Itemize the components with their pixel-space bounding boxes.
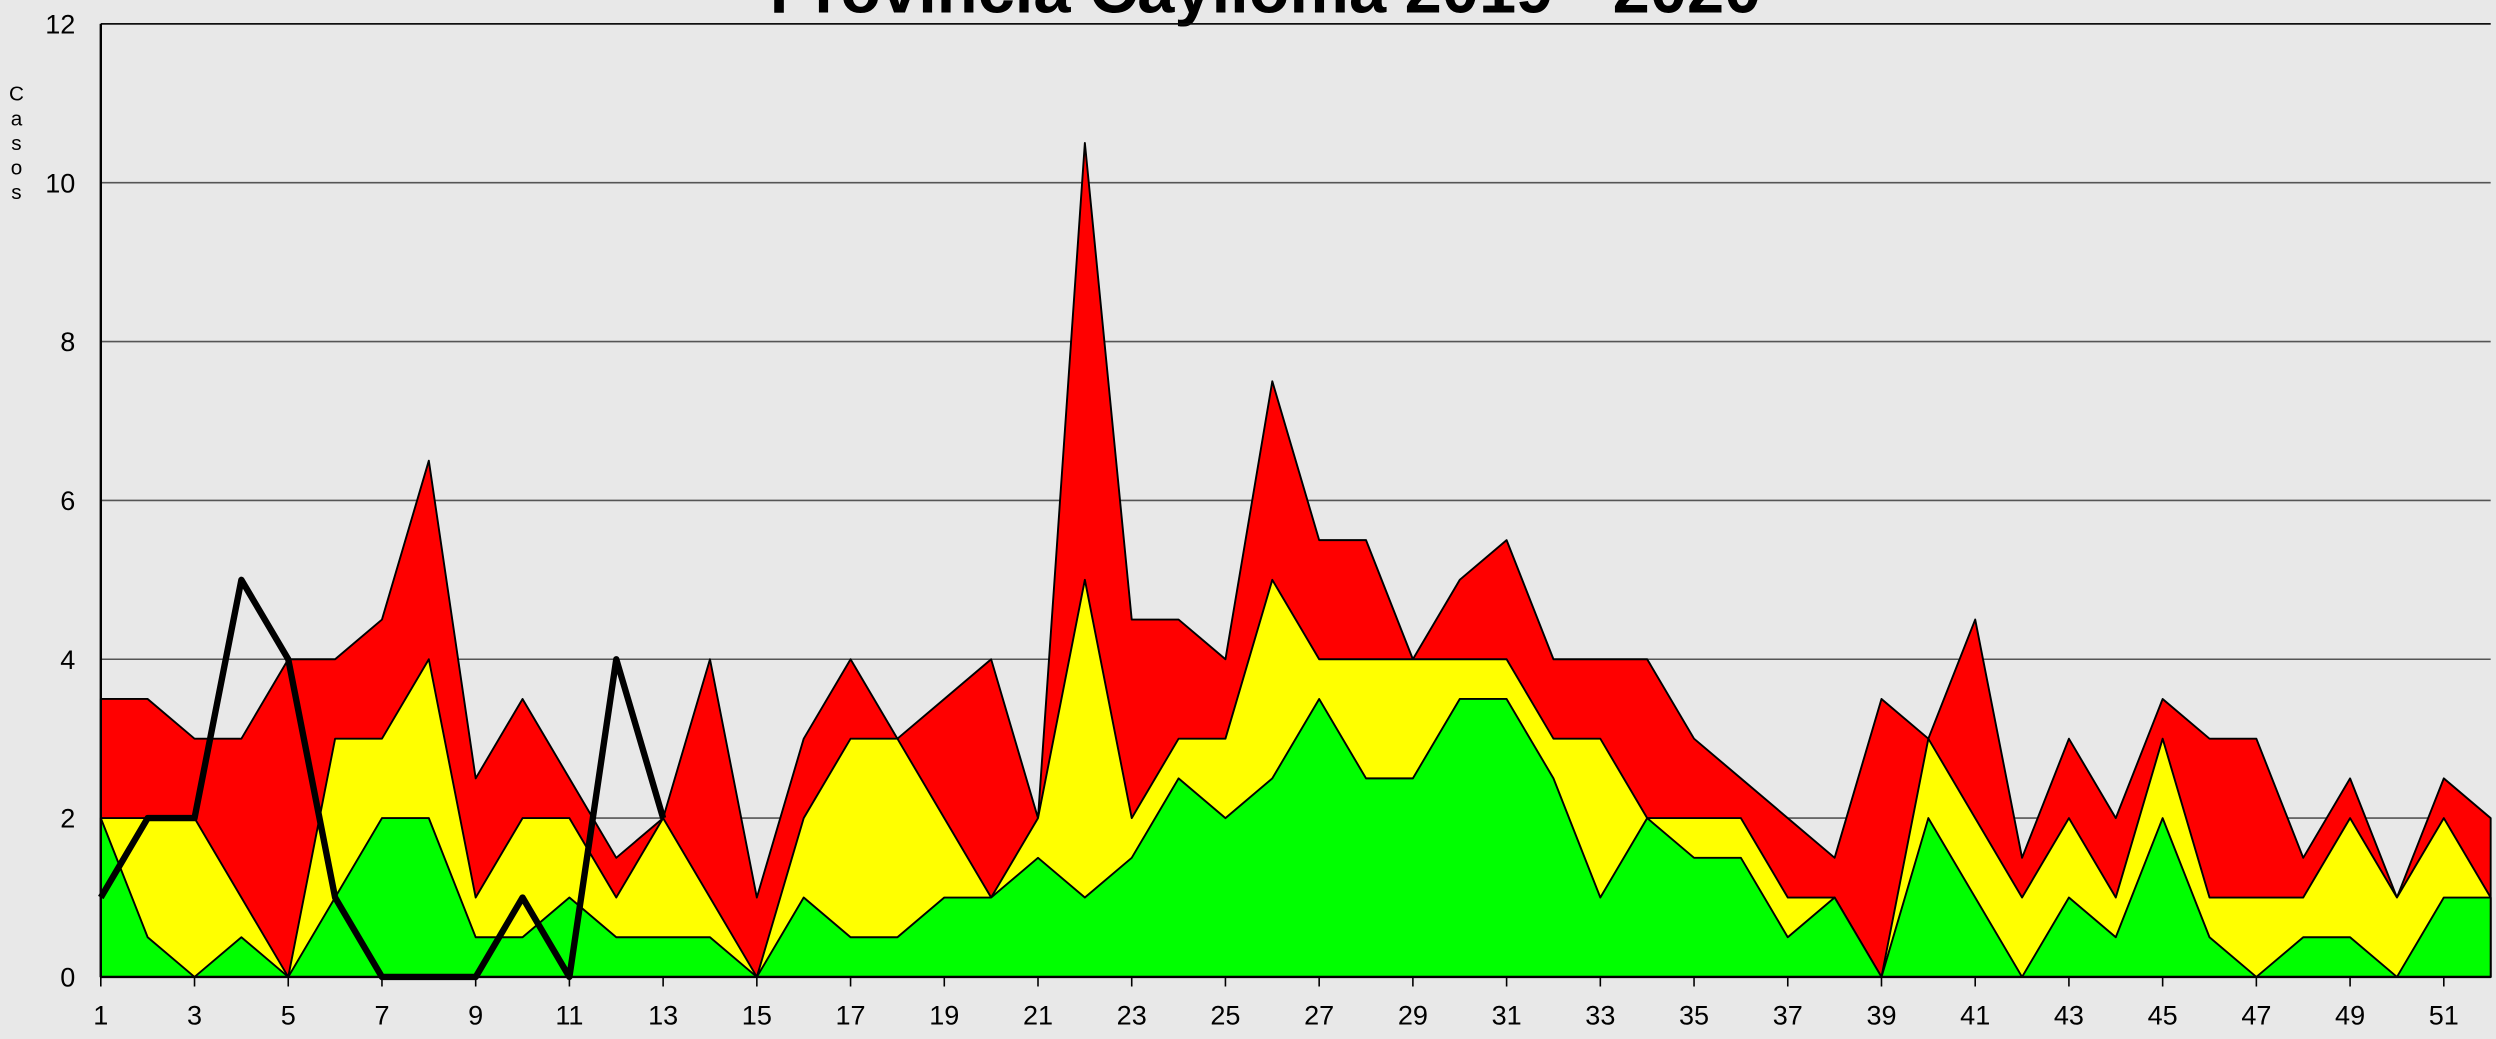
- x-tick-label: 3: [187, 1001, 202, 1031]
- x-tick-label: 1: [93, 1001, 108, 1031]
- x-tick-label: 31: [1492, 1001, 1522, 1031]
- x-tick-label: 23: [1117, 1001, 1147, 1031]
- x-tick-label: 9: [468, 1001, 483, 1031]
- x-tick-label: 25: [1210, 1001, 1240, 1031]
- y-tick-label: 0: [60, 962, 75, 992]
- y-tick-label: 8: [60, 327, 75, 357]
- x-tick-label: 51: [2429, 1001, 2459, 1031]
- x-tick-label: 21: [1023, 1001, 1053, 1031]
- y-tick-label: 2: [60, 804, 75, 834]
- x-tick-label: 11: [555, 1001, 583, 1031]
- x-tick-label: 13: [648, 1001, 678, 1031]
- x-tick-label: 33: [1585, 1001, 1615, 1031]
- x-tick-label: 29: [1398, 1001, 1428, 1031]
- area: [99, 698, 2492, 978]
- x-tick-label: 45: [2148, 1001, 2178, 1031]
- x-tick-label: 39: [1866, 1001, 1896, 1031]
- x-tick-label: 37: [1773, 1001, 1803, 1031]
- x-tick-label: 49: [2335, 1001, 2365, 1031]
- y-axis-label: Casos: [5, 83, 28, 206]
- x-tick-label: 47: [2241, 1001, 2271, 1031]
- x-tick-label: 43: [2054, 1001, 2084, 1031]
- y-tick-label: 10: [45, 168, 75, 198]
- y-tick-label: 12: [45, 9, 75, 39]
- x-tick-label: 7: [374, 1001, 389, 1031]
- y-tick-label: 6: [60, 486, 75, 516]
- x-tick-label: 41: [1960, 1001, 1990, 1031]
- x-tick-label: 27: [1304, 1001, 1334, 1031]
- area: [99, 142, 2492, 978]
- x-tick-label: 15: [742, 1001, 772, 1031]
- x-tick-label: 19: [929, 1001, 959, 1031]
- y-tick-label: 4: [60, 645, 75, 675]
- x-tick-label: 5: [281, 1001, 296, 1031]
- x-tick-label: 35: [1679, 1001, 1709, 1031]
- x-tick-label: 17: [836, 1001, 866, 1031]
